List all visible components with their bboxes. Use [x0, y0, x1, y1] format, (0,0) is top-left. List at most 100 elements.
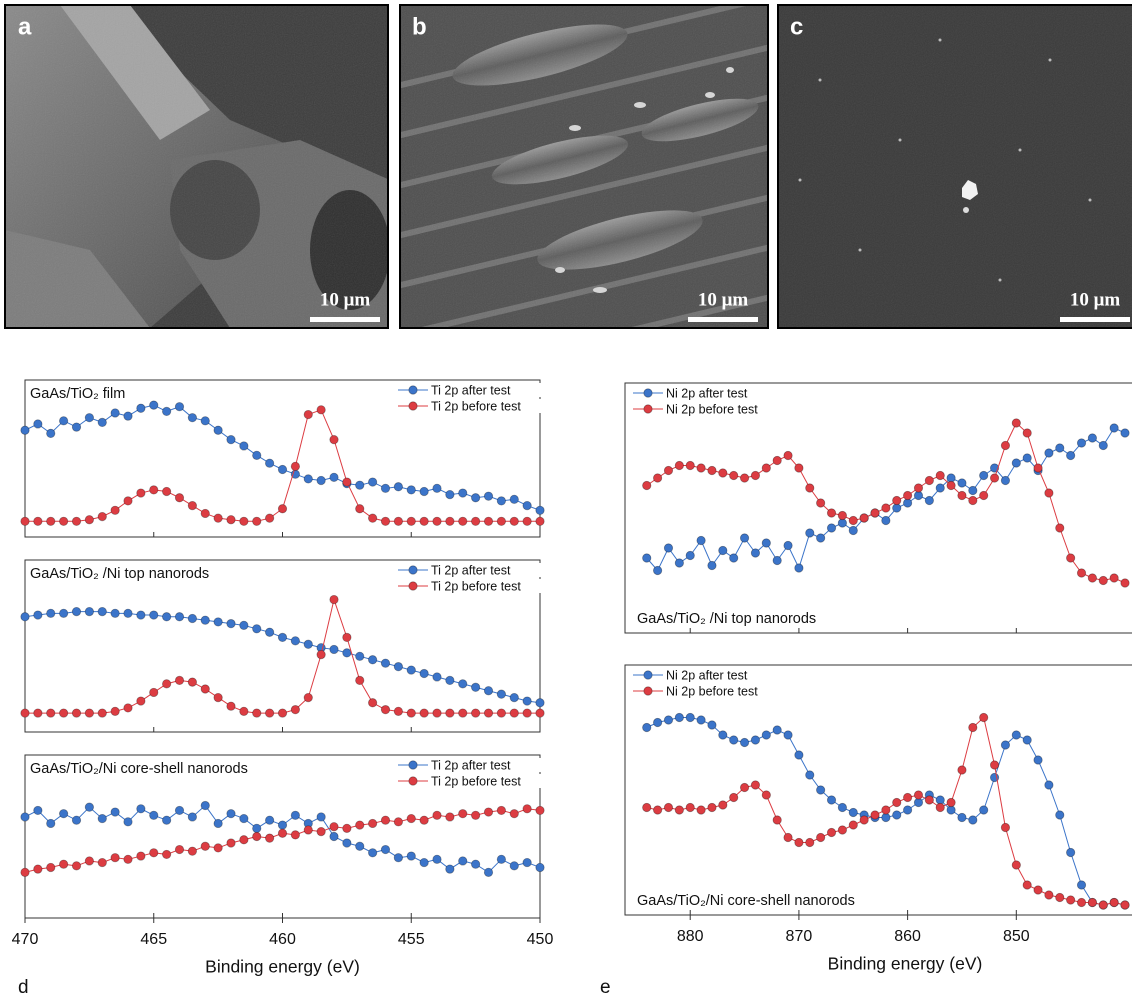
data-point: [1121, 579, 1129, 587]
data-point: [990, 761, 998, 769]
data-point: [137, 489, 145, 497]
data-point: [686, 713, 694, 721]
data-point: [59, 517, 67, 525]
data-point: [958, 479, 966, 487]
subplot-title: GaAs/TiO₂ film: [30, 386, 125, 402]
data-point: [784, 731, 792, 739]
data-point: [849, 526, 857, 534]
data-point: [784, 541, 792, 549]
data-point: [291, 705, 299, 713]
data-point: [1077, 881, 1085, 889]
data-point: [253, 709, 261, 717]
data-point: [59, 860, 67, 868]
data-point: [162, 487, 170, 495]
scale-bar-label: 10 μm: [1070, 289, 1121, 310]
data-point: [643, 803, 651, 811]
data-point: [1099, 441, 1107, 449]
data-point: [643, 481, 651, 489]
data-point: [979, 713, 987, 721]
data-point: [523, 709, 531, 717]
data-point: [860, 514, 868, 522]
data-point: [227, 839, 235, 847]
data-point: [420, 669, 428, 677]
data-point: [784, 451, 792, 459]
data-point: [188, 847, 196, 855]
data-point: [162, 850, 170, 858]
data-point: [240, 814, 248, 822]
data-point: [893, 811, 901, 819]
data-point: [227, 619, 235, 627]
data-point: [882, 806, 890, 814]
data-point: [773, 816, 781, 824]
data-point: [459, 517, 467, 525]
data-point: [278, 821, 286, 829]
data-point: [947, 481, 955, 489]
data-point: [849, 808, 857, 816]
subplot-title: GaAs/TiO₂/Ni core-shell nanorods: [637, 893, 855, 909]
data-point: [969, 723, 977, 731]
data-point: [433, 855, 441, 863]
data-point: [407, 517, 415, 525]
panel-label: b: [412, 13, 427, 40]
data-point: [708, 466, 716, 474]
data-point: [958, 766, 966, 774]
subplot-title: GaAs/TiO₂ /Ni top nanorods: [637, 611, 816, 627]
data-point: [124, 497, 132, 505]
data-point: [903, 491, 911, 499]
data-point: [368, 849, 376, 857]
data-point: [1121, 429, 1129, 437]
data-point: [21, 426, 29, 434]
data-point: [227, 809, 235, 817]
data-point: [708, 721, 716, 729]
data-point: [740, 534, 748, 542]
data-point: [381, 705, 389, 713]
data-point: [407, 852, 415, 860]
legend-marker: [409, 566, 417, 574]
data-point: [253, 451, 261, 459]
data-point: [175, 613, 183, 621]
panel-label: c: [790, 13, 803, 40]
data-point: [1110, 424, 1118, 432]
data-point: [664, 803, 672, 811]
data-point: [729, 554, 737, 562]
data-point: [162, 613, 170, 621]
data-point: [175, 494, 183, 502]
data-point: [664, 716, 672, 724]
data-point: [1066, 896, 1074, 904]
data-point: [150, 849, 158, 857]
data-point: [979, 471, 987, 479]
data-point: [523, 858, 531, 866]
data-point: [882, 516, 890, 524]
data-point: [317, 827, 325, 835]
data-point: [914, 484, 922, 492]
data-point: [773, 556, 781, 564]
data-point: [407, 486, 415, 494]
data-point: [21, 868, 29, 876]
data-point: [343, 649, 351, 657]
data-point: [849, 821, 857, 829]
legend-label: Ti 2p after test: [431, 758, 511, 772]
data-point: [47, 819, 55, 827]
data-point: [925, 496, 933, 504]
data-point: [330, 832, 338, 840]
data-point: [762, 731, 770, 739]
data-point: [188, 813, 196, 821]
data-point: [85, 709, 93, 717]
data-point: [265, 514, 273, 522]
data-point: [394, 818, 402, 826]
data-point: [1121, 901, 1129, 909]
data-point: [697, 464, 705, 472]
data-point: [979, 806, 987, 814]
data-point: [214, 844, 222, 852]
data-point: [111, 707, 119, 715]
data-point: [21, 613, 29, 621]
data-point: [265, 834, 273, 842]
data-point: [356, 676, 364, 684]
data-point: [708, 561, 716, 569]
data-point: [98, 512, 106, 520]
data-point: [1001, 741, 1009, 749]
data-point: [150, 401, 158, 409]
data-point: [72, 517, 80, 525]
data-point: [47, 609, 55, 617]
legend-marker: [644, 389, 652, 397]
